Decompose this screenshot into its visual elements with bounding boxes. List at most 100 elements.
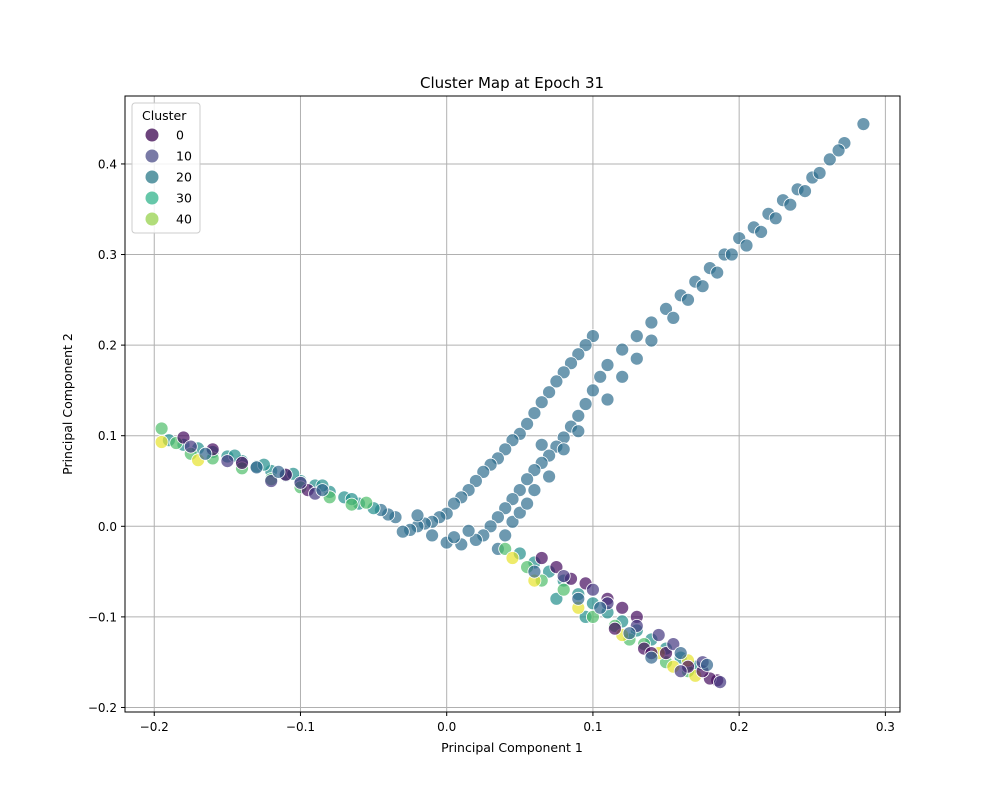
data-point: [527, 463, 542, 478]
data-point: [724, 247, 739, 262]
y-tick-label: 0.0: [98, 520, 117, 534]
data-point: [154, 421, 169, 436]
data-point: [739, 238, 754, 253]
data-point: [447, 530, 461, 545]
x-tick-label: −0.1: [286, 720, 315, 734]
legend-marker: [145, 128, 159, 142]
data-point: [586, 610, 600, 624]
x-tick-label: 0.1: [583, 720, 602, 734]
data-point: [249, 460, 264, 475]
data-point: [505, 492, 520, 507]
x-axis-title: Principal Component 1: [441, 740, 583, 755]
data-point: [220, 454, 235, 469]
y-axis-title: Principal Component 2: [60, 333, 75, 475]
data-point: [578, 338, 593, 353]
data-point: [556, 569, 571, 583]
data-point: [461, 523, 476, 538]
y-tick-label: 0.2: [98, 339, 117, 353]
data-point: [713, 675, 727, 689]
data-point: [556, 442, 571, 457]
data-point: [520, 416, 534, 431]
data-point: [447, 496, 461, 511]
data-point: [673, 646, 688, 660]
data-point: [700, 658, 714, 672]
data-point: [768, 211, 783, 226]
data-point: [681, 292, 695, 307]
data-point: [512, 483, 527, 498]
data-point: [534, 551, 549, 565]
data-point: [578, 397, 593, 411]
data-point: [410, 508, 425, 523]
legend-entries: 0 10 20 30 40: [145, 128, 192, 227]
data-point: [498, 442, 513, 457]
data-point: [571, 347, 586, 362]
data-point: [498, 542, 513, 556]
data-point: [710, 265, 725, 280]
chart-title: Cluster Map at Epoch 31: [420, 74, 604, 92]
data-point: [468, 533, 483, 547]
data-point: [798, 184, 812, 199]
data-point: [556, 365, 571, 380]
y-tick-label: 0.4: [98, 157, 117, 171]
data-point: [659, 301, 673, 316]
legend: Cluster 0 10 20 30 40: [131, 102, 201, 234]
data-point: [754, 224, 768, 239]
legend-label: 40: [176, 212, 192, 227]
data-point: [586, 329, 600, 344]
data-point: [527, 564, 542, 579]
data-point: [542, 469, 556, 484]
data-point: [593, 369, 608, 384]
data-point: [629, 351, 644, 366]
data-point: [600, 392, 615, 407]
data-point: [571, 424, 586, 439]
data-point: [534, 395, 549, 410]
data-point: [615, 369, 630, 384]
data-point: [564, 356, 578, 371]
cluster-series: [198, 446, 714, 672]
data-point: [659, 646, 673, 660]
data-point: [527, 406, 542, 421]
data-point: [673, 664, 688, 679]
data-point: [315, 483, 330, 498]
legend-title: Cluster: [142, 108, 187, 123]
data-point: [498, 501, 513, 516]
data-point: [571, 408, 586, 423]
data-point: [629, 329, 644, 344]
data-points: [154, 117, 871, 689]
data-point: [235, 455, 249, 470]
data-point: [512, 505, 527, 520]
data-point: [264, 474, 279, 488]
data-point: [490, 510, 505, 525]
data-point: [425, 528, 440, 543]
cluster-series: [373, 117, 871, 556]
data-point: [344, 497, 359, 512]
data-point: [615, 600, 630, 615]
legend-marker: [145, 212, 159, 226]
data-point: [359, 495, 374, 510]
data-point: [520, 496, 534, 511]
legend-marker: [145, 149, 159, 163]
data-point: [520, 472, 534, 487]
data-point: [534, 437, 549, 452]
data-point: [542, 385, 556, 400]
data-point: [505, 514, 520, 529]
data-point: [271, 464, 286, 479]
data-point: [293, 475, 308, 490]
data-point: [549, 560, 564, 574]
data-point: [608, 621, 622, 636]
data-point: [644, 315, 659, 330]
data-point: [666, 310, 681, 325]
data-point: [176, 430, 191, 445]
axis-ticks: −0.2 −0.1 0.0 0.1 0.2 0.3 −0.2 −0.1 0.0 0.1 0.2 0.3…: [88, 157, 895, 734]
data-point: [586, 383, 600, 398]
y-tick-label: −0.1: [88, 610, 117, 624]
data-point: [154, 435, 169, 449]
data-point: [549, 374, 564, 389]
legend-label: 10: [176, 149, 192, 164]
data-point: [651, 628, 666, 642]
legend-label: 0: [176, 128, 184, 143]
data-point: [468, 474, 483, 488]
data-point: [622, 626, 637, 641]
x-tick-label: 0.0: [437, 720, 456, 734]
